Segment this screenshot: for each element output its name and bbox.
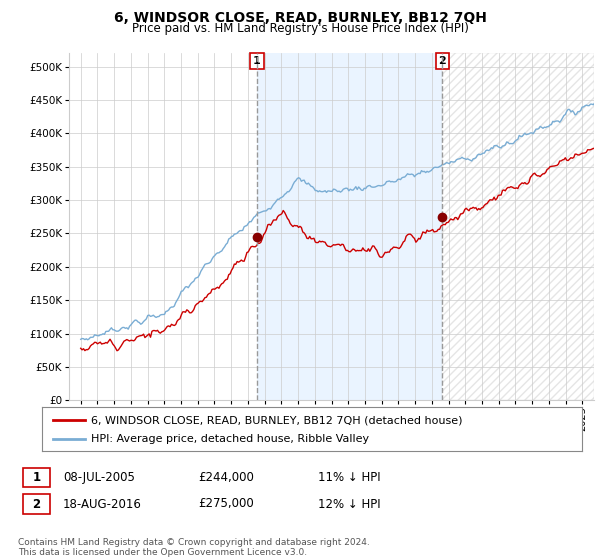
Text: Contains HM Land Registry data © Crown copyright and database right 2024.
This d: Contains HM Land Registry data © Crown c… [18,538,370,557]
Text: 2: 2 [32,497,41,511]
Text: 1: 1 [32,470,41,484]
Text: 6, WINDSOR CLOSE, READ, BURNLEY, BB12 7QH: 6, WINDSOR CLOSE, READ, BURNLEY, BB12 7Q… [113,11,487,25]
Text: 18-AUG-2016: 18-AUG-2016 [63,497,142,511]
Text: 08-JUL-2005: 08-JUL-2005 [63,470,135,484]
Bar [257,53,442,400]
Text: 12% ↓ HPI: 12% ↓ HPI [318,497,380,511]
Text: 6, WINDSOR CLOSE, READ, BURNLEY, BB12 7QH (detached house): 6, WINDSOR CLOSE, READ, BURNLEY, BB12 7Q… [91,415,462,425]
Text: £275,000: £275,000 [198,497,254,511]
Text: 1: 1 [253,56,261,66]
Bar [442,53,594,400]
Text: HPI: Average price, detached house, Ribble Valley: HPI: Average price, detached house, Ribb… [91,433,369,444]
Text: 2: 2 [439,56,446,66]
Text: £244,000: £244,000 [198,470,254,484]
Text: 11% ↓ HPI: 11% ↓ HPI [318,470,380,484]
Text: Price paid vs. HM Land Registry's House Price Index (HPI): Price paid vs. HM Land Registry's House … [131,22,469,35]
